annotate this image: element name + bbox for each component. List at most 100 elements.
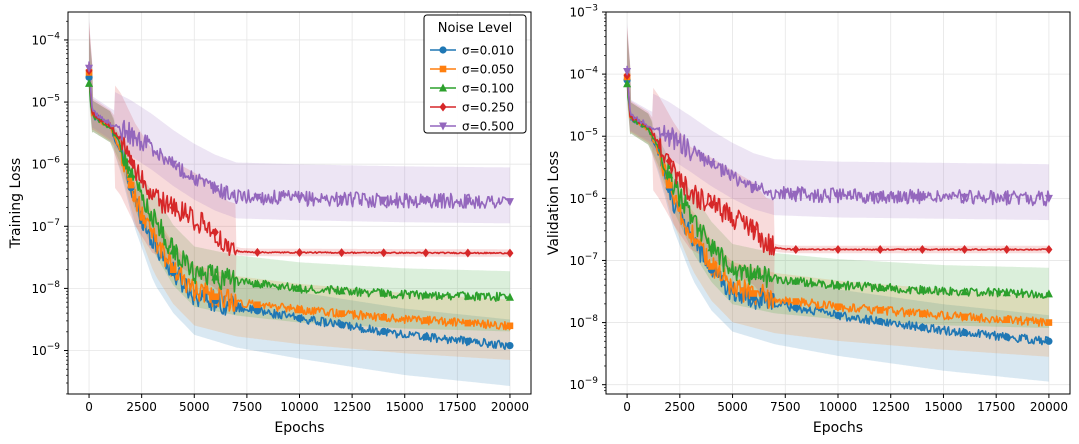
series-marker-σ=0.050: [506, 322, 514, 330]
y-tick-label: 10−4: [31, 31, 60, 47]
series-marker-σ=0.050: [169, 266, 177, 274]
series-marker-σ=0.500: [169, 160, 178, 169]
y-tick-exponent: −9: [47, 342, 61, 352]
y-tick-label: 10−6: [569, 190, 598, 206]
legend-entry: σ=0.050: [462, 63, 514, 77]
x-tick-label: 10000: [819, 400, 857, 414]
legend-entry: σ=0.010: [462, 44, 514, 58]
y-axis-label: Training Loss: [8, 158, 24, 249]
std-band-σ=0.500: [627, 21, 1049, 221]
series-marker-σ=0.100: [876, 283, 885, 292]
series-marker-σ=0.050: [750, 290, 757, 297]
series-marker-σ=0.250: [338, 248, 346, 258]
series-marker-σ=0.500: [876, 192, 885, 201]
series-marker-σ=0.050: [792, 298, 800, 305]
x-tick-label: 20000: [491, 400, 529, 414]
x-tick-label: 0: [85, 400, 93, 414]
series-marker-σ=0.500: [1044, 194, 1053, 203]
series-marker-σ=0.250: [211, 227, 219, 237]
series-marker-σ=0.050: [464, 319, 472, 327]
y-tick-base: 10: [569, 68, 584, 82]
x-tick-label: 20000: [1030, 400, 1068, 414]
series-marker-σ=0.100: [1044, 289, 1053, 298]
y-tick-label: 10−6: [31, 156, 60, 172]
series-marker-σ=0.250: [961, 245, 969, 255]
series-marker-σ=0.100: [791, 276, 800, 285]
x-tick-label: 10000: [280, 400, 318, 414]
series-marker-σ=0.250: [918, 245, 926, 255]
y-tick-label: 10−9: [31, 342, 60, 358]
series-marker-σ=0.250: [1003, 245, 1011, 255]
legend-title: Noise Level: [438, 21, 513, 36]
series-marker-σ=0.050: [296, 306, 303, 314]
y-tick-label: 10−4: [569, 66, 598, 82]
series-marker-σ=0.250: [422, 248, 430, 258]
series-marker-σ=0.050: [961, 313, 968, 321]
x-tick-label: 17500: [977, 400, 1015, 414]
series-marker-σ=0.500: [379, 196, 388, 205]
legend-swatch-marker: [439, 122, 447, 131]
series-marker-σ=0.100: [665, 170, 674, 179]
series-marker-σ=0.100: [707, 243, 716, 252]
std-band-σ=0.050: [627, 27, 1049, 357]
series-marker-σ=0.250: [506, 248, 514, 258]
legend-entry: σ=0.100: [462, 82, 514, 96]
legend-swatch-marker: [439, 83, 447, 92]
series-marker-σ=0.100: [337, 286, 346, 295]
legend-box: [423, 14, 527, 134]
x-axis: 0 2500 5000 7500 10000 12500 15000 17500 20000: [85, 394, 529, 414]
series-marker-σ=0.500: [834, 192, 842, 201]
series-marker-σ=0.250: [253, 247, 261, 257]
series-marker-σ=0.050: [380, 314, 387, 321]
y-axis: 10−910−810−710−610−510−410−3: [569, 4, 606, 392]
y-axis-label: Validation Loss: [546, 151, 562, 255]
std-band-σ=0.050: [89, 22, 510, 360]
series-marker-σ=0.500: [337, 195, 346, 204]
series-marker-σ=0.500: [1002, 194, 1011, 203]
legend-swatch-marker: [439, 102, 447, 112]
series-marker-σ=0.100: [1002, 288, 1011, 297]
y-tick-label: 10−8: [31, 280, 60, 296]
series-marker-σ=0.500: [707, 161, 716, 170]
y-tick-exponent: −7: [585, 252, 598, 262]
x-tick-label: 0: [623, 400, 631, 414]
y-tick-exponent: −9: [585, 376, 599, 386]
series-marker-σ=0.250: [380, 248, 388, 258]
y-tick-base: 10: [569, 130, 584, 144]
series-marker-σ=0.010: [422, 333, 430, 341]
series-marker-σ=0.250: [127, 156, 135, 166]
y-tick-exponent: −4: [47, 31, 61, 41]
series-marker-σ=0.010: [295, 314, 304, 322]
y-tick-label: 10−5: [569, 128, 598, 144]
legend: Noise Level σ=0.010 σ=0.050 σ=0.100 σ=0.250 σ…: [423, 14, 527, 134]
series-marker-σ=0.050: [708, 263, 715, 270]
x-tick-label: 7500: [232, 400, 263, 414]
series-marker-σ=0.250: [707, 199, 715, 209]
series-marker-σ=0.050: [1003, 316, 1011, 324]
y-tick-label: 10−3: [569, 4, 598, 20]
series-marker-σ=0.500: [623, 68, 632, 77]
series-marker-σ=0.100: [379, 288, 388, 297]
x-tick-label: 12500: [872, 400, 910, 414]
series-marker-σ=0.010: [1045, 337, 1053, 345]
legend-swatch-marker: [439, 65, 447, 73]
plot-area: [623, 21, 1053, 382]
series-marker-σ=0.100: [253, 279, 262, 288]
series-marker-σ=0.250: [464, 248, 472, 258]
y-tick-base: 10: [569, 254, 584, 268]
series-marker-σ=0.050: [127, 181, 135, 189]
series-marker-σ=0.500: [665, 132, 674, 141]
series-marker-σ=0.010: [1003, 333, 1011, 341]
series-marker-σ=0.100: [749, 270, 758, 279]
series-marker-σ=0.050: [1045, 319, 1053, 326]
y-tick-exponent: −5: [585, 128, 598, 138]
series-marker-σ=0.250: [1045, 245, 1053, 255]
y-tick-label: 10−9: [569, 376, 598, 392]
series-marker-σ=0.100: [85, 78, 94, 87]
series-marker-σ=0.010: [253, 307, 262, 315]
std-band-σ=0.250: [627, 25, 1049, 303]
y-minor-ticks: [66, 20, 68, 395]
x-tick-label: 15000: [386, 400, 424, 414]
series-marker-σ=0.500: [791, 190, 800, 199]
series-marker-σ=0.500: [749, 183, 758, 192]
